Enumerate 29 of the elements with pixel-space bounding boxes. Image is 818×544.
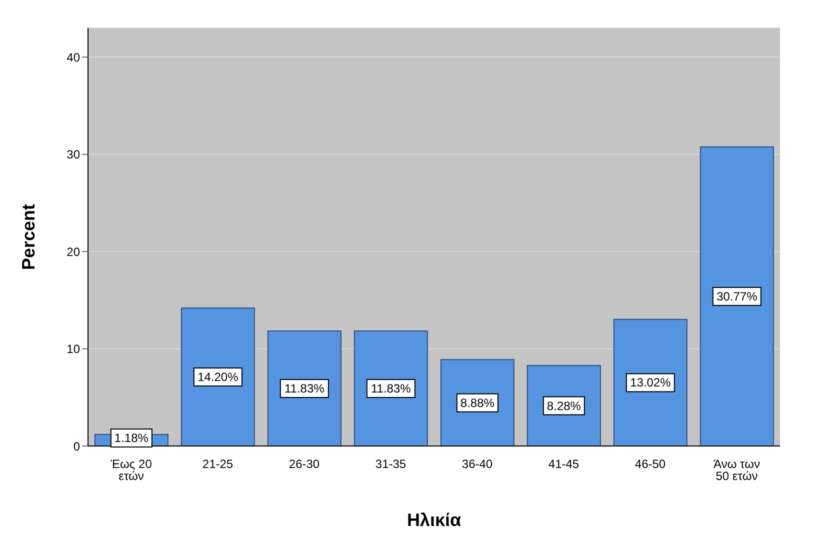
data-label: 11.83% — [284, 382, 325, 396]
data-label: 8.88% — [460, 396, 495, 410]
data-label: 1.18% — [114, 431, 149, 445]
data-label: 11.83% — [371, 382, 412, 396]
data-label: 13.02% — [630, 376, 672, 390]
bar — [267, 330, 342, 446]
bar — [354, 330, 428, 446]
x-tick-label: 36-40 — [462, 457, 493, 471]
x-tick-label: 26-30 — [288, 457, 320, 471]
y-tick-label: 0 — [73, 439, 80, 454]
bar — [180, 307, 255, 446]
data-label: 8.28% — [546, 398, 582, 413]
bar — [613, 318, 688, 446]
x-tick-label: 41-45 — [548, 457, 580, 471]
bar — [700, 146, 774, 446]
x-tick-label: Έως 20 ετών — [110, 457, 152, 483]
y-axis-title: Percent — [18, 204, 38, 270]
y-tick-label: 30 — [66, 148, 80, 162]
y-tick-label: 40 — [66, 50, 80, 64]
data-label: 14.20% — [198, 370, 239, 384]
bar — [440, 359, 514, 446]
x-tick-label: 31-35 — [375, 457, 406, 471]
data-label: 30.77% — [716, 289, 758, 304]
x-tick-label: 21-25 — [202, 457, 234, 471]
x-axis-title: Ηλικία — [406, 510, 462, 530]
x-tick-label: Άνω των 50 ετών — [714, 457, 760, 483]
y-tick-label: 10 — [66, 342, 80, 356]
y-tick-label: 20 — [66, 244, 80, 259]
x-tick-label: 46-50 — [634, 457, 666, 471]
